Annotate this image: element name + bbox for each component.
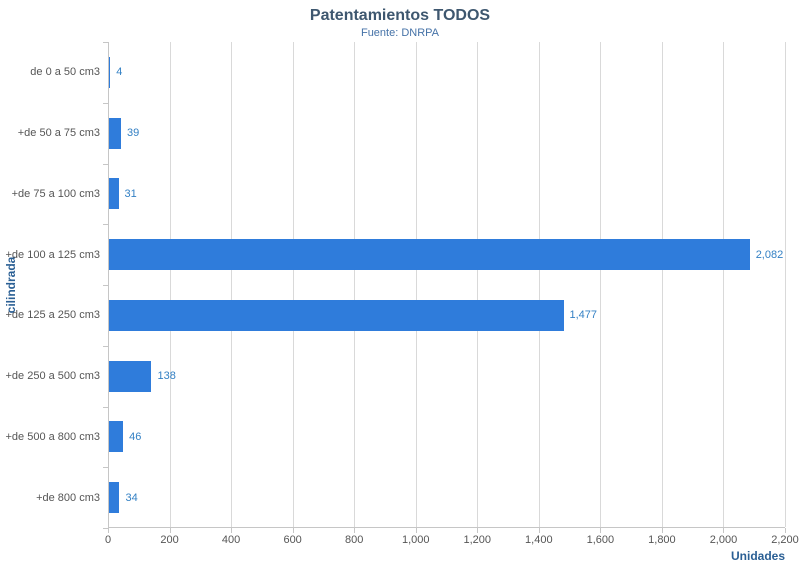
y-tick-mark xyxy=(103,102,108,104)
category-label: +de 250 a 500 cm3 xyxy=(5,370,101,383)
x-tick-mark xyxy=(785,528,786,533)
x-tick-mark xyxy=(600,528,602,533)
x-tick-label: 2,000 xyxy=(709,534,738,546)
gridline xyxy=(785,42,786,527)
x-tick-label: 1,000 xyxy=(401,534,430,546)
category-label: de 0 a 50 cm3 xyxy=(30,66,100,79)
category-label: +de 500 a 800 cm3 xyxy=(5,430,101,443)
category-label: +de 75 a 100 cm3 xyxy=(11,187,100,200)
x-tick-label: 200 xyxy=(160,534,179,546)
gridline xyxy=(600,42,602,527)
y-tick-mark xyxy=(103,163,108,165)
gridline xyxy=(477,42,479,527)
plot-area: 4 39 31 2,082 1,477 138 46 34 xyxy=(108,42,786,528)
gridline xyxy=(231,42,233,527)
x-axis-title: Unidades xyxy=(730,549,785,563)
x-tick-mark xyxy=(415,528,417,533)
y-tick-mark xyxy=(103,224,108,226)
category-label: +de 50 a 75 cm3 xyxy=(17,127,100,140)
bar-value-label: 31 xyxy=(124,187,137,200)
bar[interactable] xyxy=(109,299,564,331)
y-tick-mark xyxy=(103,285,108,286)
bar-value-label: 4 xyxy=(116,66,123,79)
bar-value-label: 2,082 xyxy=(755,248,784,261)
y-tick-mark xyxy=(103,528,108,529)
category-label: +de 100 a 125 cm3 xyxy=(5,248,101,261)
chart-title: Patentamientos TODOS xyxy=(309,7,491,24)
bar-value-label: 1,477 xyxy=(569,309,598,322)
bar-value-label: 138 xyxy=(157,370,176,383)
bar[interactable] xyxy=(109,360,152,392)
gridline xyxy=(723,42,725,527)
y-tick-mark xyxy=(103,467,108,469)
gridline xyxy=(661,42,663,527)
x-tick-label: 1,800 xyxy=(648,534,676,546)
x-tick-mark xyxy=(538,528,540,533)
x-tick-label: 0 xyxy=(104,534,112,546)
y-tick-mark xyxy=(103,42,108,43)
bar[interactable] xyxy=(109,421,124,453)
bar[interactable] xyxy=(109,482,120,514)
gridline xyxy=(292,42,294,527)
x-tick-label: 1,600 xyxy=(586,534,615,546)
x-tick-mark xyxy=(354,528,356,533)
bar[interactable] xyxy=(109,178,119,210)
x-tick-mark xyxy=(723,528,725,533)
x-tick-mark xyxy=(231,528,233,533)
x-tick-mark xyxy=(108,528,109,533)
category-label: +de 125 a 250 cm3 xyxy=(5,309,101,322)
gridline xyxy=(354,42,356,527)
x-tick-label: 2,200 xyxy=(771,534,799,546)
category-label: +de 800 cm3 xyxy=(36,491,100,504)
x-tick-mark xyxy=(477,528,479,533)
x-tick-mark xyxy=(292,528,294,533)
y-tick-mark xyxy=(103,345,108,347)
x-tick-mark xyxy=(661,528,663,533)
x-tick-label: 400 xyxy=(221,534,241,546)
bar-value-label: 34 xyxy=(125,491,138,504)
bar-value-label: 46 xyxy=(129,430,142,443)
x-tick-label: 600 xyxy=(283,534,302,546)
y-axis-category-labels: de 0 a 50 cm3 +de 50 a 75 cm3 +de 75 a 100… xyxy=(0,42,101,528)
x-tick-label: 1,400 xyxy=(525,534,553,546)
bar[interactable] xyxy=(109,117,121,149)
gridline xyxy=(538,42,540,527)
bar-value-label: 39 xyxy=(127,127,140,140)
gridline xyxy=(169,42,171,527)
y-tick-mark xyxy=(103,406,108,408)
bar[interactable] xyxy=(109,56,111,88)
chart-subtitle: Fuente: DNRPA xyxy=(360,27,440,39)
bar[interactable] xyxy=(109,239,750,271)
gridline xyxy=(415,42,417,527)
x-tick-label: 800 xyxy=(344,534,364,546)
x-tick-label: 1,200 xyxy=(463,534,492,546)
x-tick-mark xyxy=(169,528,171,533)
